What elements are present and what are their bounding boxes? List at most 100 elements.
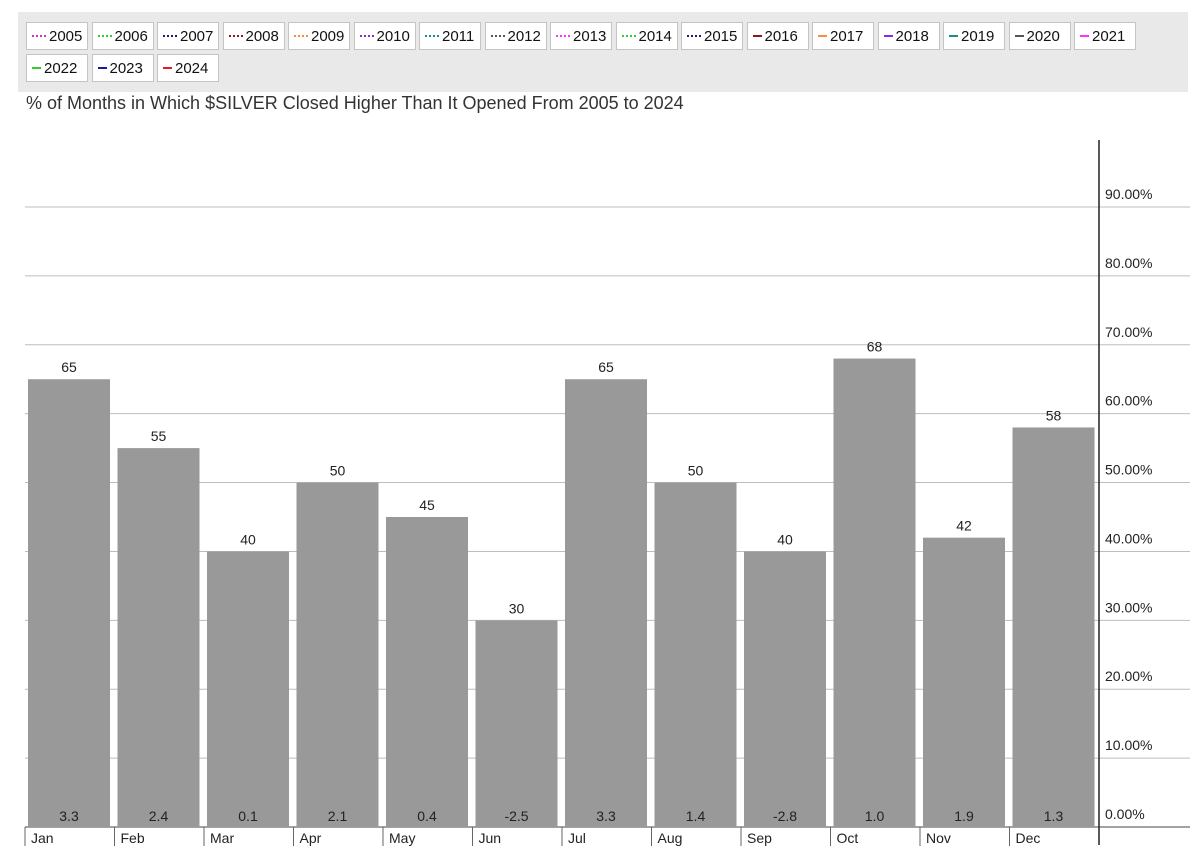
legend-item-2015[interactable]: 2015	[681, 22, 743, 50]
legend-swatch-icon	[1014, 35, 1024, 37]
x-tick-label: May	[389, 830, 415, 846]
bar	[296, 482, 379, 827]
legend-swatch-icon	[97, 35, 112, 37]
bar	[475, 620, 558, 827]
bar-average-label: 3.3	[59, 808, 79, 824]
y-tick-label: 70.00%	[1105, 324, 1152, 340]
legend-item-2024[interactable]: 2024	[157, 54, 219, 82]
bar	[1012, 427, 1095, 827]
legend-item-label: 2018	[895, 27, 929, 45]
x-tick-label: Dec	[1016, 830, 1041, 846]
x-tick-label: Feb	[121, 830, 145, 846]
legend-item-2013[interactable]: 2013	[550, 22, 612, 50]
legend-item-2011[interactable]: 2011	[419, 22, 481, 50]
legend-item-2005[interactable]: 2005	[26, 22, 88, 50]
y-tick-label: 40.00%	[1105, 530, 1152, 546]
legend-swatch-icon	[32, 67, 41, 69]
y-tick-label: 30.00%	[1105, 599, 1152, 615]
legend-item-2023[interactable]: 2023	[91, 54, 154, 82]
x-tick-label: Aug	[658, 830, 683, 846]
legend-item-label: 2020	[1026, 27, 1060, 45]
y-tick-label: 90.00%	[1105, 186, 1152, 202]
x-tick-label: Jun	[479, 830, 502, 846]
legend-swatch-icon	[687, 35, 701, 37]
legend-item-2021[interactable]: 2021	[1074, 22, 1136, 50]
x-tick-label: Apr	[300, 830, 322, 846]
y-tick-label: 80.00%	[1105, 255, 1152, 271]
legend-item-label: 2021	[1092, 27, 1126, 45]
bar	[386, 517, 468, 827]
legend-swatch-icon	[1080, 35, 1089, 37]
legend-swatch-icon	[752, 35, 762, 37]
legend-swatch-icon	[294, 35, 308, 37]
bar-value-label: 65	[61, 359, 77, 375]
legend-item-label: 2007	[180, 27, 214, 45]
legend-swatch-icon	[32, 35, 46, 37]
legend-item-2022[interactable]: 2022	[26, 54, 88, 82]
legend-item-2010[interactable]: 2010	[353, 22, 416, 50]
bar-average-label: 2.1	[328, 808, 348, 824]
bar-average-label: 1.0	[865, 808, 885, 824]
legend-item-label: 2013	[573, 27, 607, 45]
bar-average-label: 1.3	[1044, 808, 1064, 824]
legend-item-2016[interactable]: 2016	[746, 22, 809, 50]
y-tick-label: 60.00%	[1105, 393, 1152, 409]
bar-average-label: 1.9	[954, 808, 974, 824]
legend-item-label: 2011	[442, 27, 475, 45]
legend-item-2008[interactable]: 2008	[222, 22, 285, 50]
legend-item-2019[interactable]: 2019	[943, 22, 1005, 50]
legend-swatch-icon	[556, 35, 570, 37]
bar-value-label: 45	[419, 497, 435, 513]
y-tick-label: 50.00%	[1105, 462, 1152, 478]
legend-item-2012[interactable]: 2012	[484, 22, 547, 50]
bar-average-label: 0.1	[238, 808, 258, 824]
legend-item-2017[interactable]: 2017	[812, 22, 874, 50]
bar-value-label: 65	[598, 359, 614, 375]
legend-swatch-icon	[425, 35, 439, 37]
legend-item-2020[interactable]: 2020	[1008, 22, 1071, 50]
x-tick-label: Sep	[747, 830, 772, 846]
bar-value-label: 58	[1046, 407, 1062, 423]
x-tick-label: Jul	[568, 830, 586, 846]
bar	[923, 537, 1005, 827]
bar-average-label: 0.4	[417, 808, 437, 824]
bar-value-label: 30	[509, 600, 525, 616]
bar-value-label: 50	[688, 463, 704, 479]
legend-item-2018[interactable]: 2018	[877, 22, 940, 50]
legend-item-label: 2015	[704, 27, 738, 45]
legend-item-label: 2009	[311, 27, 345, 45]
legend-item-label: 2008	[245, 27, 279, 45]
legend-item-label: 2012	[507, 27, 541, 45]
bar-value-label: 42	[956, 518, 972, 534]
legend-item-2006[interactable]: 2006	[91, 22, 154, 50]
legend-swatch-icon	[97, 67, 107, 69]
bar	[207, 551, 289, 827]
y-tick-label: 20.00%	[1105, 668, 1152, 684]
chart-title: % of Months in Which $SILVER Closed High…	[26, 93, 684, 113]
legend-item-label: 2022	[44, 59, 78, 77]
bar	[117, 448, 200, 827]
bar	[28, 379, 110, 827]
x-tick-label: Mar	[210, 830, 234, 846]
bar-value-label: 40	[240, 531, 256, 547]
bar	[744, 551, 826, 827]
legend-item-label: 2016	[764, 27, 798, 45]
legend-swatch-icon	[163, 35, 177, 37]
bar-value-label: 55	[151, 428, 167, 444]
legend-item-label: 2005	[49, 27, 83, 45]
legend-item-label: 2010	[376, 27, 410, 45]
y-tick-label: 10.00%	[1105, 737, 1152, 753]
y-tick-label: 0.00%	[1105, 806, 1145, 822]
legend-item-label: 2014	[638, 27, 672, 45]
bar-value-label: 50	[330, 463, 346, 479]
legend-swatch-icon	[621, 35, 636, 37]
legend-swatch-icon	[818, 35, 827, 37]
bar-value-label: 40	[777, 531, 793, 547]
bar-average-label: -2.5	[504, 808, 528, 824]
legend-item-2009[interactable]: 2009	[288, 22, 350, 50]
bar-average-label: 1.4	[686, 808, 706, 824]
legend-item-2007[interactable]: 2007	[157, 22, 219, 50]
legend-item-label: 2023	[109, 59, 143, 77]
legend-item-2014[interactable]: 2014	[615, 22, 678, 50]
legend-item-label: 2017	[830, 27, 864, 45]
